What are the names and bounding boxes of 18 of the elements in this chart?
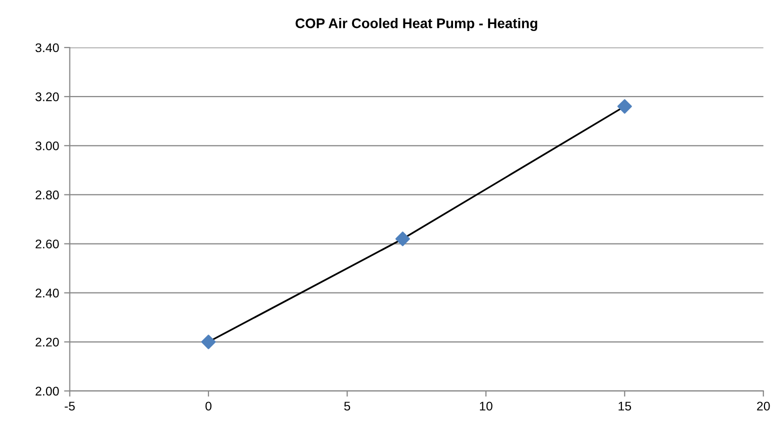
y-tick-label: 2.60 xyxy=(36,240,59,248)
y-tick-label: 2.20 xyxy=(36,338,59,347)
point xyxy=(201,334,216,350)
x-tick-label: 0 xyxy=(205,402,212,411)
point xyxy=(395,232,410,246)
y-tick-label: 2.80 xyxy=(36,190,59,200)
y-tick-label: 3.00 xyxy=(35,141,59,150)
y-tick-label: 2.00 xyxy=(36,386,59,396)
x-tick-label: -5 xyxy=(64,402,75,411)
x-tick-label: 20 xyxy=(757,402,770,411)
chart-title: COP Air Cooled Heat Pump - Heating xyxy=(296,18,538,32)
y-tick-label: 3.40 xyxy=(35,43,59,52)
y-tick-label: 2.40 xyxy=(36,288,59,298)
x-tick-label: 15 xyxy=(618,402,632,411)
point xyxy=(617,99,632,114)
x-tick-label: 5 xyxy=(344,402,350,411)
x-tick-label: 10 xyxy=(480,402,492,411)
y-tick-label: 3.20 xyxy=(35,92,59,102)
